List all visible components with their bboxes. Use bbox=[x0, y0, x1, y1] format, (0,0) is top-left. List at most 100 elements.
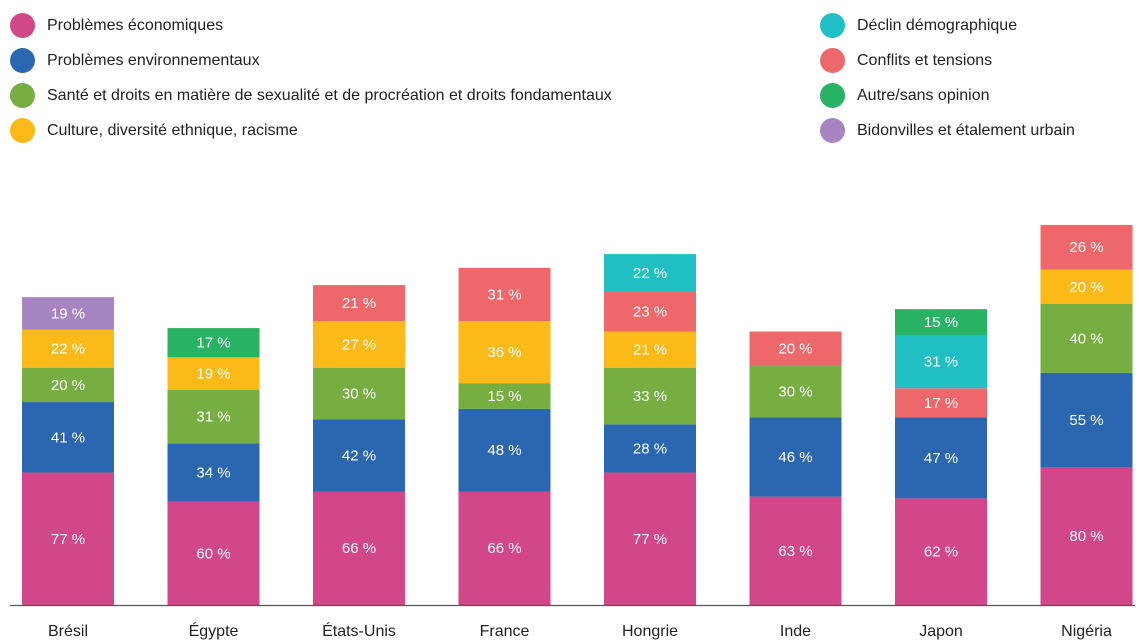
bar-segment-eco bbox=[749, 496, 842, 605]
legend-item-demo: Déclin démographique bbox=[820, 8, 1075, 43]
legend-label: Bidonvilles et étalement urbain bbox=[857, 121, 1075, 139]
data-label: 31 % bbox=[196, 409, 230, 426]
bar-segment-sante bbox=[22, 367, 114, 403]
bar-segment-eco bbox=[604, 472, 696, 605]
data-label: 28 % bbox=[633, 440, 667, 457]
bar-segment-culture bbox=[458, 321, 551, 384]
data-label: 34 % bbox=[196, 465, 230, 482]
data-label: 19 % bbox=[51, 305, 85, 322]
data-label: 17 % bbox=[196, 335, 230, 352]
data-label: 77 % bbox=[633, 531, 667, 548]
data-label: 60 % bbox=[196, 545, 230, 562]
bar-stack-7: 80 % 55 % 40 % 20 % 26 % bbox=[1040, 224, 1133, 605]
x-tick-label: Japon bbox=[919, 623, 963, 640]
data-label: 23 % bbox=[633, 304, 667, 321]
bar-segment-culture bbox=[313, 321, 405, 368]
bar-stack-1: 60 % 34 % 31 % 19 % 17 % bbox=[167, 328, 260, 605]
bar-segment-eco bbox=[167, 501, 260, 605]
data-label: 15 % bbox=[487, 388, 521, 405]
legend-swatch-demo bbox=[820, 13, 845, 38]
bar-segment-sante bbox=[167, 390, 260, 444]
bar-segment-env bbox=[167, 443, 260, 502]
data-label: 21 % bbox=[633, 342, 667, 359]
bar-stack-6: 62 % 47 % 17 % 31 % 15 % bbox=[895, 309, 987, 605]
legend-swatch-env bbox=[10, 48, 35, 73]
data-label: 41 % bbox=[51, 429, 85, 446]
legend-label: Autre/sans opinion bbox=[857, 86, 990, 104]
legend-label: Culture, diversité ethnique, racisme bbox=[47, 121, 298, 139]
data-label: 63 % bbox=[778, 543, 812, 560]
data-label: 20 % bbox=[51, 377, 85, 394]
bar-segment-conflits bbox=[604, 291, 696, 332]
legend-label: Conflits et tensions bbox=[857, 51, 993, 69]
data-label: 77 % bbox=[51, 531, 85, 548]
data-label: 27 % bbox=[342, 336, 376, 353]
data-label: 40 % bbox=[1069, 330, 1103, 347]
data-label: 26 % bbox=[1069, 239, 1103, 256]
legend-swatch-sante bbox=[10, 83, 35, 108]
x-tick-label: France bbox=[480, 623, 530, 640]
bar-segment-env bbox=[1040, 372, 1133, 468]
x-tick-label: Égypte bbox=[189, 621, 239, 640]
bar-segment-sante bbox=[458, 383, 551, 409]
data-label: 36 % bbox=[487, 344, 521, 361]
bar-segment-autre bbox=[167, 328, 260, 358]
bar-stack-3: 66 % 48 % 15 % 36 % 31 % bbox=[458, 267, 551, 605]
data-label: 55 % bbox=[1069, 412, 1103, 429]
bar-segment-eco bbox=[458, 491, 551, 605]
bar-segment-demo bbox=[604, 254, 696, 292]
bar-segment-culture bbox=[167, 357, 260, 390]
data-label: 15 % bbox=[924, 314, 958, 331]
legend-label: Problèmes environnementaux bbox=[47, 51, 260, 69]
legend-item-bidon: Bidonvilles et étalement urbain bbox=[820, 113, 1075, 148]
bar-segment-env bbox=[604, 424, 696, 473]
data-label: 33 % bbox=[633, 388, 667, 405]
bar-stack-0: 77 % 41 % 20 % 22 % 19 % bbox=[22, 297, 114, 605]
data-label: 19 % bbox=[196, 366, 230, 383]
bar-segment-env bbox=[749, 417, 842, 497]
data-label: 66 % bbox=[342, 540, 376, 557]
bar-segment-conflits bbox=[749, 331, 842, 366]
bar-segment-conflits bbox=[1040, 224, 1133, 270]
legend-swatch-autre bbox=[820, 83, 845, 108]
legend-label: Santé et droits en matière de sexualité … bbox=[47, 86, 612, 104]
bar-segment-sante bbox=[749, 365, 842, 418]
bar-segment-env bbox=[895, 417, 987, 499]
bar-segment-culture bbox=[1040, 269, 1133, 304]
data-label: 22 % bbox=[51, 341, 85, 358]
bar-segment-culture bbox=[604, 331, 696, 368]
bar-segment-eco bbox=[313, 491, 405, 605]
bar-segment-sante bbox=[313, 367, 405, 420]
data-label: 46 % bbox=[778, 449, 812, 466]
data-label: 30 % bbox=[778, 384, 812, 401]
data-label: 48 % bbox=[487, 442, 521, 459]
bar-segment-demo bbox=[895, 334, 987, 389]
legend-item-autre: Autre/sans opinion bbox=[820, 78, 1075, 113]
data-label: 17 % bbox=[924, 395, 958, 412]
data-label: 31 % bbox=[487, 287, 521, 304]
bar-segment-sante bbox=[1040, 304, 1133, 373]
bar-segment-sante bbox=[604, 367, 696, 425]
data-label: 42 % bbox=[342, 447, 376, 464]
legend-swatch-conflits bbox=[820, 48, 845, 73]
x-tick-label: Hongrie bbox=[622, 623, 678, 640]
bar-segment-conflits bbox=[313, 285, 405, 322]
data-label: 80 % bbox=[1069, 528, 1103, 545]
bar-segment-eco bbox=[895, 498, 987, 605]
bar-segment-bidon bbox=[22, 297, 114, 330]
legend-swatch-bidon bbox=[820, 118, 845, 143]
bar-segment-env bbox=[22, 402, 114, 473]
legend-right-column: Déclin démographique Conflits et tensions… bbox=[820, 8, 1075, 148]
bar-stack-2: 66 % 42 % 30 % 27 % 21 % bbox=[313, 285, 405, 605]
data-label: 30 % bbox=[342, 385, 376, 402]
data-label: 22 % bbox=[633, 265, 667, 282]
bar-stack-4: 77 % 28 % 33 % 21 % 23 % 22 % bbox=[604, 254, 696, 605]
bar-segment-culture bbox=[22, 329, 114, 368]
x-tick-label: États-Unis bbox=[322, 621, 396, 640]
bar-segment-conflits bbox=[458, 267, 551, 322]
legend-swatch-eco bbox=[10, 13, 35, 38]
legend-swatch-culture bbox=[10, 118, 35, 143]
bar-segment-autre bbox=[895, 309, 987, 335]
x-tick-label: Inde bbox=[780, 623, 811, 640]
